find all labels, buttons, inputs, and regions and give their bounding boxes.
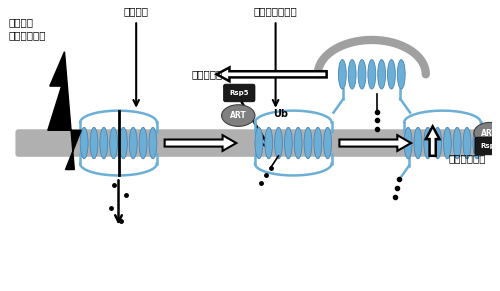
Ellipse shape <box>398 60 405 89</box>
Text: Rsp5: Rsp5 <box>481 143 500 149</box>
Ellipse shape <box>100 127 108 159</box>
Ellipse shape <box>444 127 452 159</box>
Ellipse shape <box>368 60 376 89</box>
Text: ART: ART <box>481 129 498 138</box>
Ellipse shape <box>454 127 461 159</box>
Text: アミノ酸輸送体: アミノ酸輸送体 <box>254 7 298 17</box>
Ellipse shape <box>139 127 147 159</box>
Polygon shape <box>48 52 81 170</box>
Ellipse shape <box>314 127 322 159</box>
Ellipse shape <box>284 127 292 159</box>
FancyArrow shape <box>426 126 440 156</box>
Ellipse shape <box>265 127 272 159</box>
Ellipse shape <box>90 127 98 159</box>
Text: 過剰基質
環境ストレス: 過剰基質 環境ストレス <box>8 17 46 40</box>
Text: Ub: Ub <box>274 109 288 119</box>
FancyBboxPatch shape <box>224 84 255 102</box>
Ellipse shape <box>110 127 118 159</box>
Ellipse shape <box>463 127 471 159</box>
Text: ユビキチン化: ユビキチン化 <box>448 153 486 163</box>
Ellipse shape <box>424 127 432 159</box>
Text: アミノ酸: アミノ酸 <box>124 7 148 17</box>
FancyArrow shape <box>216 68 326 81</box>
Ellipse shape <box>120 127 128 159</box>
Ellipse shape <box>274 127 282 159</box>
Ellipse shape <box>414 127 422 159</box>
Ellipse shape <box>324 127 332 159</box>
Ellipse shape <box>388 60 396 89</box>
Ellipse shape <box>80 127 88 159</box>
FancyArrow shape <box>164 135 236 151</box>
Ellipse shape <box>338 60 346 89</box>
Ellipse shape <box>474 123 500 144</box>
Ellipse shape <box>473 127 481 159</box>
Ellipse shape <box>404 127 412 159</box>
FancyArrow shape <box>340 135 411 151</box>
Text: Rsp5: Rsp5 <box>230 90 249 96</box>
Ellipse shape <box>130 127 137 159</box>
Text: ART: ART <box>230 111 246 120</box>
Ellipse shape <box>358 60 366 89</box>
FancyBboxPatch shape <box>16 129 484 157</box>
Text: 液胞内分解: 液胞内分解 <box>191 69 222 79</box>
Ellipse shape <box>255 127 263 159</box>
Ellipse shape <box>434 127 442 159</box>
Ellipse shape <box>378 60 386 89</box>
Ellipse shape <box>294 127 302 159</box>
Ellipse shape <box>222 105 255 126</box>
Ellipse shape <box>149 127 157 159</box>
FancyBboxPatch shape <box>475 137 500 155</box>
Ellipse shape <box>304 127 312 159</box>
Ellipse shape <box>348 60 356 89</box>
